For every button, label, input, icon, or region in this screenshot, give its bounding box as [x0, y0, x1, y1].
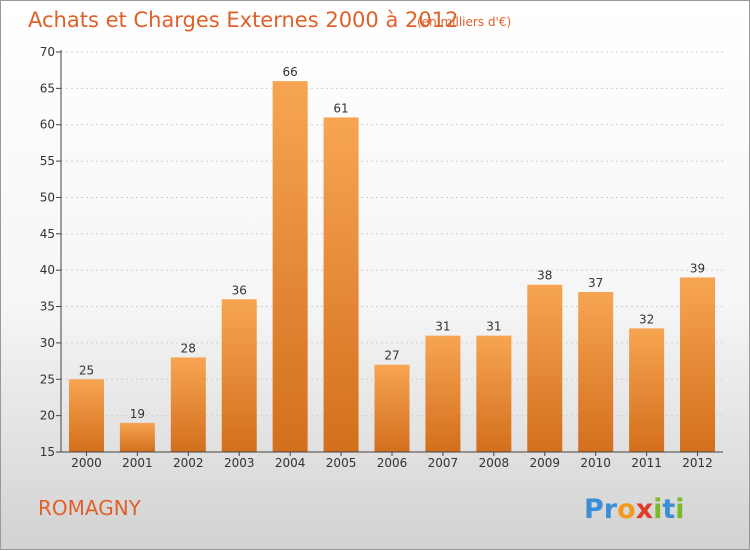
y-tick-label: 20 — [40, 409, 55, 423]
axis-layer: 15 20 25 30 35 40 45 50 55 60 65 70 2000 2001 2002 2003… — [40, 45, 723, 470]
x-tick-label: 2000 — [71, 456, 102, 470]
bar-2009 — [527, 284, 563, 452]
bar-2004 — [272, 81, 308, 452]
x-tick-label: 2001 — [122, 456, 153, 470]
x-tick-label: 2004 — [275, 456, 306, 470]
bar-2008 — [476, 335, 512, 452]
bar-layer: 25 19 28 36 66 61 27 31 31 38 37 32 39 — [68, 65, 716, 453]
bar-2006 — [374, 364, 410, 452]
bar-2012 — [680, 277, 716, 452]
bar-2003 — [221, 299, 257, 452]
y-tick-label: 25 — [40, 372, 55, 386]
bar-value-label: 25 — [79, 363, 94, 377]
bar-value-label: 31 — [435, 320, 450, 334]
x-tick-label: 2003 — [224, 456, 255, 470]
x-tick-label: 2009 — [529, 456, 560, 470]
y-tick-label: 70 — [40, 45, 55, 59]
bar-2001 — [119, 422, 155, 452]
bar-2010 — [578, 292, 614, 452]
bar-value-label: 19 — [130, 407, 145, 421]
y-tick-label: 55 — [40, 154, 55, 168]
x-tick-label: 2007 — [428, 456, 459, 470]
x-tick-label: 2012 — [682, 456, 713, 470]
y-tick-label: 40 — [40, 263, 55, 277]
bar-value-label: 27 — [384, 349, 399, 363]
y-tick-label: 15 — [40, 445, 55, 459]
x-tick-label: 2010 — [580, 456, 611, 470]
chart-subtitle: (en milliers d'€) — [417, 15, 511, 29]
bar-value-label: 66 — [283, 65, 298, 79]
x-tick-label: 2008 — [479, 456, 510, 470]
bar-value-label: 61 — [333, 101, 348, 115]
commune-name: ROMAGNY — [38, 496, 142, 520]
bar-value-label: 28 — [181, 341, 196, 355]
proxiti-logo: Proxiti — [584, 494, 685, 525]
bar-2007 — [425, 335, 461, 452]
chart-title: Achats et Charges Externes 2000 à 2012 — [28, 8, 458, 32]
y-tick-label: 35 — [40, 300, 55, 314]
bar-value-label: 36 — [232, 283, 247, 297]
y-tick-label: 65 — [40, 81, 55, 95]
x-tick-label: 2002 — [173, 456, 204, 470]
y-tick-label: 50 — [40, 190, 55, 204]
bar-value-label: 32 — [639, 312, 654, 326]
bar-value-label: 38 — [537, 269, 552, 283]
bar-value-label: 31 — [486, 320, 501, 334]
y-tick-label: 45 — [40, 227, 55, 241]
bar-value-label: 39 — [690, 261, 705, 275]
x-tick-label: 2011 — [631, 456, 662, 470]
y-tick-label: 60 — [40, 118, 55, 132]
x-tick-label: 2006 — [377, 456, 408, 470]
x-tick-label: 2005 — [326, 456, 357, 470]
bar-2005 — [323, 117, 359, 453]
y-tick-label: 30 — [40, 336, 55, 350]
bar-2011 — [629, 328, 665, 452]
bar-2002 — [170, 357, 206, 452]
bar-value-label: 37 — [588, 276, 603, 290]
bar-2000 — [68, 379, 104, 452]
